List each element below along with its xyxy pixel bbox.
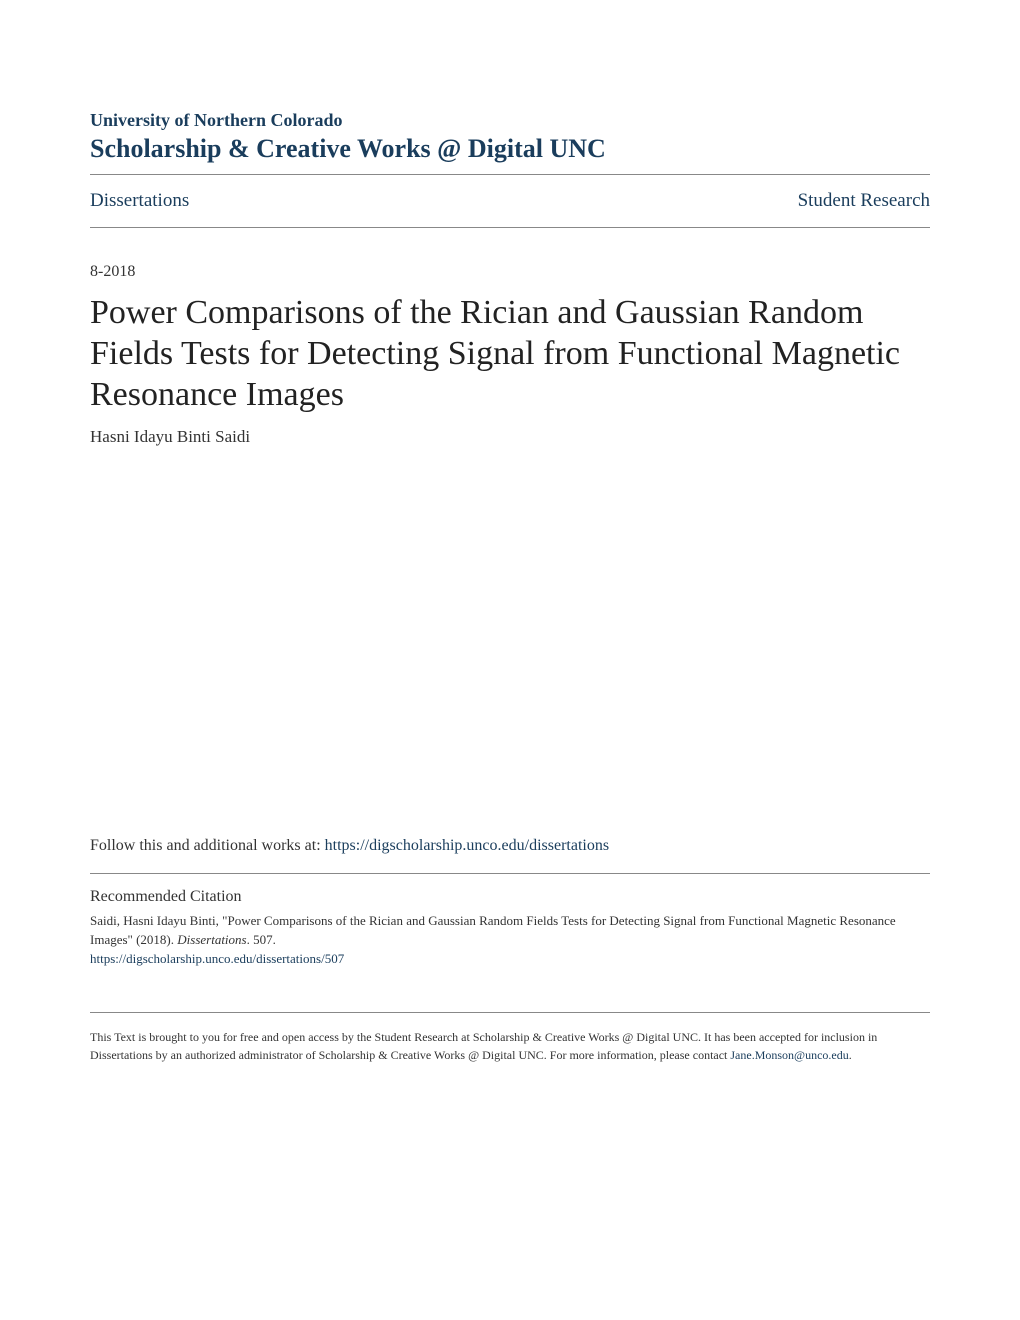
publication-date: 8-2018 (90, 263, 930, 281)
footer-suffix: . (849, 1048, 852, 1062)
footer-email-link[interactable]: Jane.Monson@unco.edu (730, 1048, 848, 1062)
follow-section: Follow this and additional works at: htt… (90, 837, 930, 855)
institution-name: University of Northern Colorado (90, 110, 930, 131)
citation-italic: Dissertations (177, 932, 246, 947)
citation-text: Saidi, Hasni Idayu Binti, "Power Compari… (90, 912, 930, 948)
paper-title: Power Comparisons of the Rician and Gaus… (90, 293, 930, 415)
repository-name[interactable]: Scholarship & Creative Works @ Digital U… (90, 134, 930, 164)
header-section: University of Northern Colorado Scholars… (90, 110, 930, 164)
nav-student-research[interactable]: Student Research (798, 190, 930, 212)
citation-link[interactable]: https://digscholarship.unco.edu/disserta… (90, 951, 930, 967)
citation-header: Recommended Citation (90, 888, 930, 906)
footer-section: This Text is brought to you for free and… (90, 1012, 930, 1064)
citation-section: Recommended Citation Saidi, Hasni Idayu … (90, 873, 930, 966)
nav-dissertations[interactable]: Dissertations (90, 190, 189, 212)
follow-prefix: Follow this and additional works at: (90, 837, 325, 854)
citation-part2: . 507. (247, 932, 276, 947)
footer-text: This Text is brought to you for free and… (90, 1028, 930, 1064)
author-name: Hasni Idayu Binti Saidi (90, 427, 930, 447)
nav-row: Dissertations Student Research (90, 175, 930, 227)
nav-divider (90, 227, 930, 228)
follow-link[interactable]: https://digscholarship.unco.edu/disserta… (325, 837, 609, 854)
